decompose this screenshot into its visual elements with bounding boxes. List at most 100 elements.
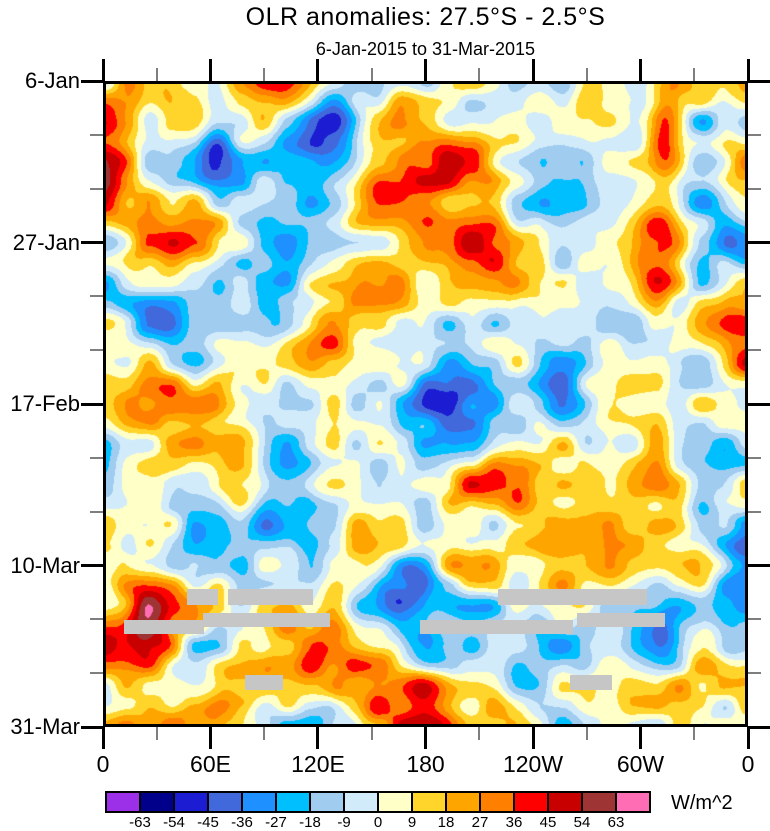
colorbar-tick-label: 54: [573, 814, 591, 831]
x-major-tick: [209, 59, 212, 81]
colorbar-tick-label: -27: [265, 814, 287, 831]
y-minor-tick: [748, 672, 761, 675]
y-minor-tick: [90, 456, 103, 459]
x-minor-tick: [370, 68, 373, 81]
x-minor-tick: [693, 727, 696, 740]
y-minor-tick: [90, 618, 103, 621]
missing-data-bar: [202, 612, 331, 627]
colorbar-tick-label: 45: [539, 814, 557, 831]
x-tick-label: 0: [741, 751, 755, 777]
colorbar-segment: [547, 791, 583, 813]
x-major-tick: [746, 59, 750, 81]
y-major-tick: [81, 725, 103, 729]
missing-data-bar: [577, 612, 665, 627]
missing-data-bar: [497, 588, 647, 605]
y-minor-tick: [90, 187, 103, 190]
colorbar-segment: [377, 791, 413, 813]
x-major-tick: [209, 727, 212, 749]
colorbar-segment: [411, 791, 447, 813]
y-major-tick: [81, 79, 103, 83]
colorbar-segment: [309, 791, 345, 813]
colorbar-unit-label: W/m^2: [671, 792, 733, 814]
colorbar-tick-label: -36: [231, 814, 253, 831]
missing-data-bar: [186, 588, 218, 605]
colorbar-tick-label: 0: [373, 814, 383, 831]
colorbar-tick-label: 18: [437, 814, 455, 831]
x-minor-tick: [155, 68, 158, 81]
missing-data-bar: [244, 675, 283, 691]
colorbar-segment: [479, 791, 515, 813]
y-major-tick: [81, 241, 103, 244]
y-minor-tick: [748, 349, 761, 352]
x-minor-tick: [693, 68, 696, 81]
x-major-tick: [638, 59, 642, 81]
y-major-tick: [748, 402, 770, 406]
colorbar-tick-label: -9: [337, 814, 351, 831]
colorbar-tick-label: 63: [607, 814, 625, 831]
y-tick-label: 17-Feb: [10, 391, 80, 416]
x-tick-label: 0: [96, 751, 110, 777]
y-minor-tick: [748, 510, 761, 513]
x-major-tick: [531, 727, 535, 749]
y-tick-label: 27-Jan: [12, 229, 80, 255]
colorbar-tick-label: 36: [505, 814, 523, 831]
x-minor-tick: [263, 68, 266, 81]
colorbar-segment: [513, 791, 549, 813]
y-major-tick: [748, 725, 770, 729]
x-tick-label: 180: [406, 751, 445, 777]
missing-data-bar: [419, 619, 573, 634]
x-major-tick: [531, 59, 535, 81]
x-major-tick: [316, 727, 320, 749]
colorbar-segment: [275, 791, 311, 813]
x-minor-tick: [585, 68, 588, 81]
chart-subtitle: 6-Jan-2015 to 31-Mar-2015: [315, 39, 536, 59]
colorbar-segment: [343, 791, 379, 813]
x-minor-tick: [478, 68, 481, 81]
y-minor-tick: [748, 618, 761, 621]
y-minor-tick: [90, 349, 103, 352]
y-minor-tick: [90, 510, 103, 513]
y-minor-tick: [748, 133, 761, 136]
x-major-tick: [638, 727, 642, 749]
y-minor-tick: [748, 295, 761, 298]
y-tick-label: 10-Mar: [10, 552, 80, 578]
x-minor-tick: [585, 727, 588, 740]
colorbar-tick-label: 27: [471, 814, 489, 831]
missing-data-bar: [124, 619, 205, 634]
colorbar-segment: [581, 791, 617, 813]
colorbar-tick-label: -54: [163, 814, 185, 831]
y-major-tick: [748, 79, 770, 83]
colorbar-tick-label: 9: [407, 814, 417, 831]
colorbar-tick-label: -45: [197, 814, 219, 831]
y-tick-label: 31-Mar: [10, 714, 80, 739]
x-tick-label: 120E: [291, 751, 345, 777]
chart-title: OLR anomalies: 27.5°S - 2.5°S: [245, 3, 606, 31]
x-major-tick: [316, 59, 320, 81]
colorbar-segment: [445, 791, 481, 813]
x-major-tick: [101, 59, 105, 81]
y-minor-tick: [90, 295, 103, 298]
y-major-tick: [748, 241, 770, 244]
y-minor-tick: [90, 133, 103, 136]
colorbar-segment: [615, 791, 651, 813]
colorbar-segment: [207, 791, 243, 813]
y-major-tick: [81, 564, 103, 567]
colorbar-tick-label: -63: [129, 814, 151, 831]
y-minor-tick: [90, 672, 103, 675]
x-tick-label: 60E: [190, 751, 231, 777]
missing-data-bar: [228, 588, 314, 605]
colorbar-segment: [241, 791, 277, 813]
x-minor-tick: [370, 727, 373, 740]
y-major-tick: [81, 402, 103, 406]
y-major-tick: [748, 564, 770, 567]
x-major-tick: [424, 59, 427, 81]
y-minor-tick: [748, 187, 761, 190]
y-tick-label: 6-Jan: [24, 68, 80, 93]
x-minor-tick: [478, 727, 481, 740]
x-major-tick: [746, 727, 750, 749]
y-minor-tick: [748, 456, 761, 459]
missing-data-bar: [569, 675, 612, 691]
x-tick-label: 120W: [502, 751, 564, 777]
x-minor-tick: [263, 727, 266, 740]
